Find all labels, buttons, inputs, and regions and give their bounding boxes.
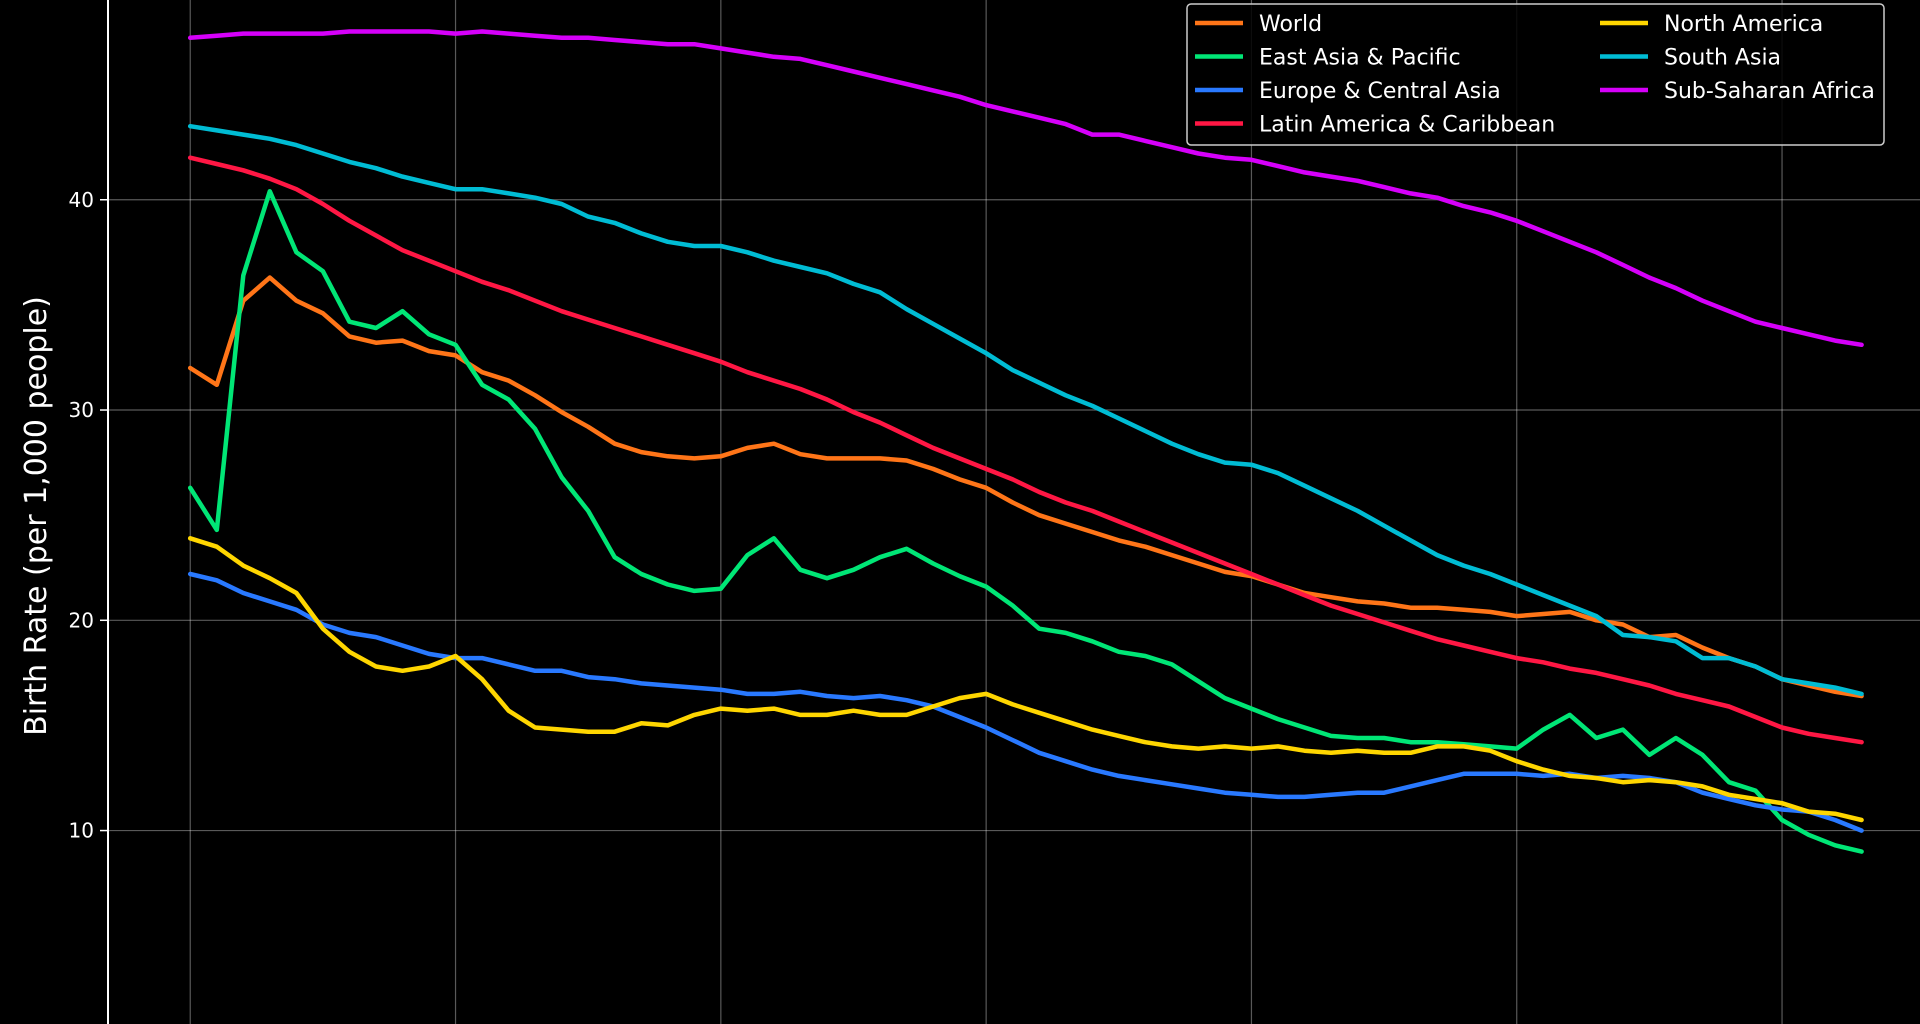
legend-item: East Asia & Pacific xyxy=(1195,46,1461,71)
series-line-5 xyxy=(187,123,1864,697)
series-lines xyxy=(187,29,1864,854)
legend-label: World xyxy=(1259,12,1322,37)
legend-item: Latin America & Caribbean xyxy=(1195,113,1555,138)
legend-box xyxy=(1186,3,1885,146)
series-line-1 xyxy=(187,189,1864,854)
y-tick-label: 30 xyxy=(69,398,94,422)
legend-label: Latin America & Caribbean xyxy=(1259,113,1555,138)
legend: World East Asia & Pacific Europe & Central… xyxy=(1186,3,1885,146)
series-line-3 xyxy=(187,155,1864,745)
legend-label: Europe & Central Asia xyxy=(1259,79,1501,104)
legend-item: Sub-Saharan Africa xyxy=(1600,79,1875,104)
legend-item: South Asia xyxy=(1600,46,1781,71)
series-line-4 xyxy=(187,536,1864,823)
y-axis-ticks: 10 20 30 40 xyxy=(69,188,108,843)
legend-item: North America xyxy=(1600,12,1823,37)
legend-item: Europe & Central Asia xyxy=(1195,79,1501,104)
y-tick-label: 40 xyxy=(69,188,94,212)
legend-label: South Asia xyxy=(1664,46,1781,71)
y-tick-label: 10 xyxy=(69,819,94,843)
series-line-6 xyxy=(187,29,1864,348)
legend-label: North America xyxy=(1664,12,1823,37)
y-axis-label: Birth Rate (per 1,000 people) xyxy=(19,296,54,736)
legend-item: World xyxy=(1195,12,1322,37)
grid-lines xyxy=(108,0,1920,1024)
legend-label: Sub-Saharan Africa xyxy=(1664,79,1875,104)
legend-label: East Asia & Pacific xyxy=(1259,46,1461,71)
y-tick-label: 20 xyxy=(69,608,94,632)
